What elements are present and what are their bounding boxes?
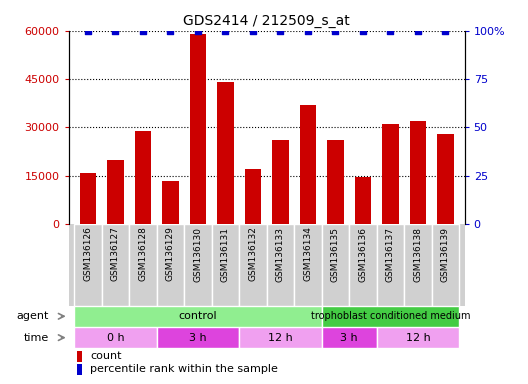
Bar bbox=[101, 224, 129, 306]
Text: 0 h: 0 h bbox=[107, 333, 124, 343]
Point bbox=[111, 28, 120, 34]
Point bbox=[194, 28, 202, 34]
Text: GSM136134: GSM136134 bbox=[304, 227, 313, 281]
Point bbox=[83, 28, 92, 34]
Text: 3 h: 3 h bbox=[189, 333, 206, 343]
Point bbox=[166, 28, 175, 34]
Point bbox=[249, 28, 257, 34]
Bar bbox=[349, 224, 376, 306]
Bar bbox=[327, 140, 344, 224]
Bar bbox=[157, 224, 184, 306]
Text: 12 h: 12 h bbox=[406, 333, 430, 343]
Text: agent: agent bbox=[16, 311, 49, 321]
Bar bbox=[239, 224, 267, 306]
Point bbox=[139, 28, 147, 34]
Text: GSM136138: GSM136138 bbox=[413, 227, 422, 281]
Bar bbox=[376, 327, 459, 348]
Text: GSM136131: GSM136131 bbox=[221, 227, 230, 281]
Text: control: control bbox=[178, 311, 217, 321]
Text: time: time bbox=[24, 333, 49, 343]
Text: GSM136127: GSM136127 bbox=[111, 227, 120, 281]
Bar bbox=[239, 327, 322, 348]
Bar bbox=[272, 140, 289, 224]
Bar bbox=[300, 105, 316, 224]
Bar bbox=[107, 160, 124, 224]
Bar bbox=[74, 306, 322, 327]
Text: GSM136132: GSM136132 bbox=[248, 227, 257, 281]
Bar bbox=[437, 134, 454, 224]
Bar bbox=[77, 364, 81, 375]
Bar bbox=[322, 306, 459, 327]
Bar bbox=[190, 34, 206, 224]
Point bbox=[413, 28, 422, 34]
Bar bbox=[355, 177, 371, 224]
Bar bbox=[410, 121, 426, 224]
Point bbox=[359, 28, 367, 34]
Bar bbox=[212, 224, 239, 306]
Point bbox=[304, 28, 312, 34]
Text: GSM136133: GSM136133 bbox=[276, 227, 285, 281]
Bar bbox=[267, 224, 294, 306]
Text: GSM136126: GSM136126 bbox=[83, 227, 92, 281]
Point bbox=[386, 28, 394, 34]
Text: percentile rank within the sample: percentile rank within the sample bbox=[90, 364, 278, 374]
Bar bbox=[376, 224, 404, 306]
Bar bbox=[322, 327, 376, 348]
Text: GSM136135: GSM136135 bbox=[331, 227, 340, 281]
Text: 3 h: 3 h bbox=[341, 333, 358, 343]
Point bbox=[441, 28, 450, 34]
Bar bbox=[77, 351, 81, 362]
Text: count: count bbox=[90, 351, 122, 361]
Bar bbox=[404, 224, 432, 306]
Bar bbox=[162, 180, 178, 224]
Bar bbox=[135, 131, 151, 224]
Bar bbox=[294, 224, 322, 306]
Bar bbox=[184, 224, 212, 306]
Title: GDS2414 / 212509_s_at: GDS2414 / 212509_s_at bbox=[183, 14, 350, 28]
Bar bbox=[74, 327, 157, 348]
Text: GSM136139: GSM136139 bbox=[441, 227, 450, 281]
Text: GSM136137: GSM136137 bbox=[386, 227, 395, 281]
Text: GSM136136: GSM136136 bbox=[359, 227, 367, 281]
Bar bbox=[382, 124, 399, 224]
Point bbox=[221, 28, 230, 34]
Text: 12 h: 12 h bbox=[268, 333, 293, 343]
Bar bbox=[74, 224, 101, 306]
Bar bbox=[432, 224, 459, 306]
Bar bbox=[217, 82, 233, 224]
Point bbox=[331, 28, 340, 34]
Text: trophoblast conditioned medium: trophoblast conditioned medium bbox=[310, 311, 470, 321]
Bar bbox=[244, 169, 261, 224]
Bar bbox=[129, 224, 157, 306]
Text: GSM136130: GSM136130 bbox=[193, 227, 202, 281]
Text: GSM136129: GSM136129 bbox=[166, 227, 175, 281]
Bar bbox=[80, 172, 96, 224]
Bar bbox=[322, 224, 349, 306]
Point bbox=[276, 28, 285, 34]
Text: GSM136128: GSM136128 bbox=[138, 227, 147, 281]
Bar bbox=[157, 327, 239, 348]
